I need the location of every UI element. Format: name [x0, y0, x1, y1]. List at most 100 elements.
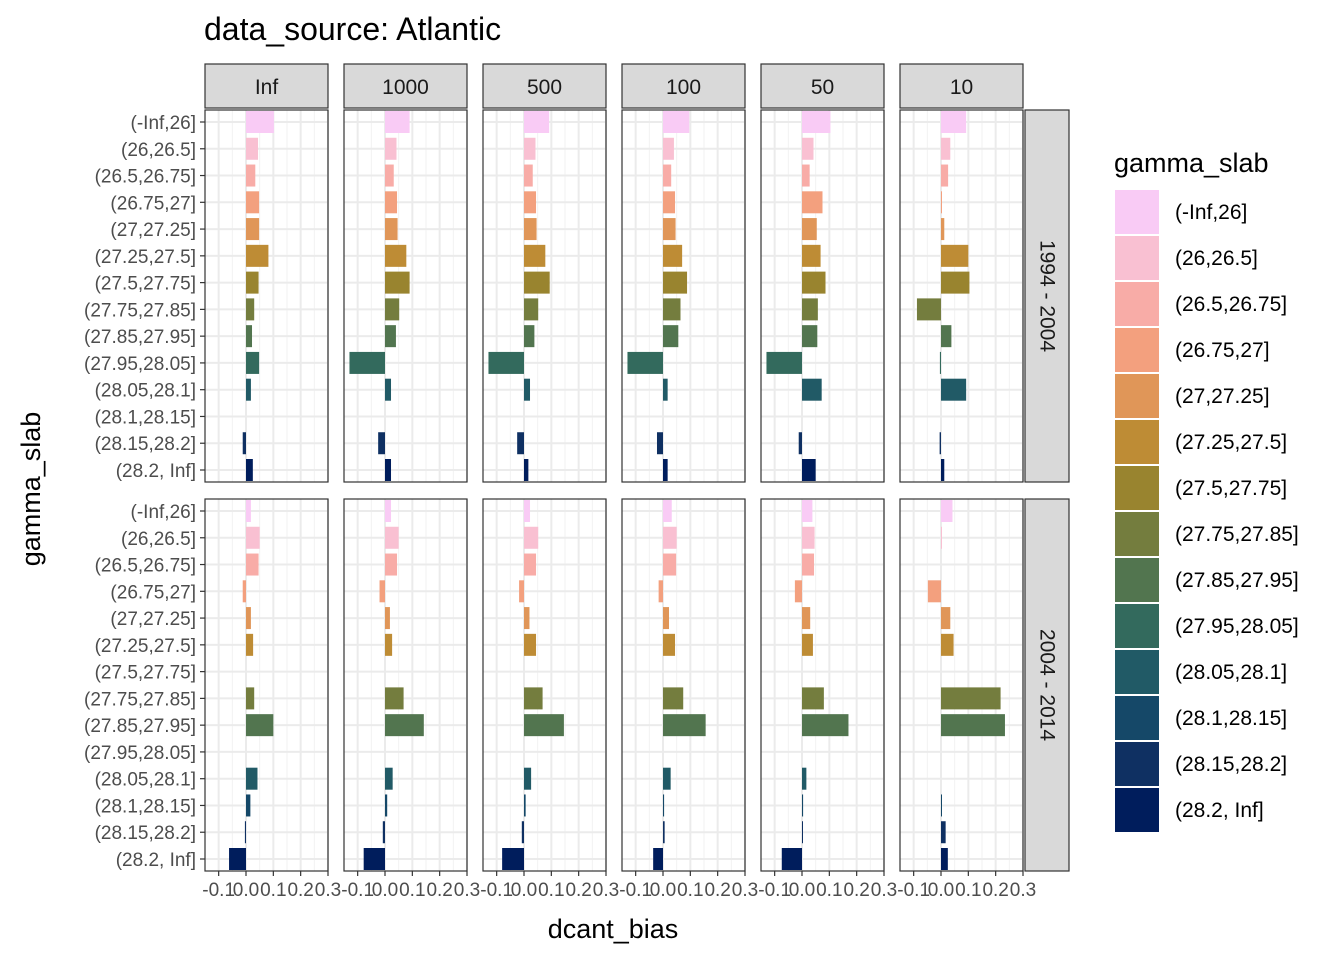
x-tick-label: -0.1 [619, 880, 652, 901]
facet-panel [482, 109, 607, 483]
y-tick-label: (27,27.25] [110, 220, 196, 241]
x-tick-label: 0.2 [426, 880, 452, 901]
x-tick-label: -0.1 [758, 880, 791, 901]
x-tick-label: 0.0 [511, 880, 537, 901]
bar [802, 553, 815, 576]
bar [524, 553, 537, 576]
bar [246, 794, 251, 817]
bar [941, 526, 942, 549]
y-tick-label: (27.95,28.05] [84, 354, 196, 375]
bar [627, 351, 663, 374]
x-tick-label: 0.0 [372, 880, 398, 901]
facet-panel [204, 498, 329, 872]
bar [385, 191, 398, 214]
bar [941, 378, 967, 401]
bar [524, 459, 529, 481]
panel-background [205, 499, 328, 871]
bar [802, 687, 824, 710]
legend-title: gamma_slab [1114, 148, 1269, 178]
facet-panel [899, 498, 1024, 872]
x-tick-label: 0.0 [233, 880, 259, 901]
column-strip-label: 500 [527, 76, 562, 99]
x-tick-label: 0.2 [982, 880, 1008, 901]
legend-swatch [1115, 742, 1159, 786]
bar [524, 767, 532, 790]
x-tick-label: 0.0 [789, 880, 815, 901]
bar [246, 351, 260, 374]
y-tick-label: (27.75,27.85] [84, 300, 196, 321]
column-strip [760, 63, 885, 109]
legend-label: (27.5,27.75] [1175, 477, 1287, 500]
bar [246, 298, 255, 321]
x-tick-label: 0.3 [1010, 880, 1036, 901]
y-tick-label: (28.1,28.15] [95, 407, 196, 428]
bar [385, 271, 410, 294]
x-tick-label: 0.0 [928, 880, 954, 901]
bar [378, 432, 385, 455]
y-tick-label: (28.2, Inf] [116, 461, 196, 482]
panel-border [760, 109, 885, 483]
panel-background [900, 499, 1023, 871]
bar [521, 821, 524, 844]
facet-panel [343, 498, 468, 872]
bar [246, 164, 256, 187]
bar [524, 218, 537, 241]
bar [385, 164, 394, 187]
bar [941, 271, 970, 294]
bar [663, 714, 706, 737]
bar [916, 298, 941, 321]
bar [363, 848, 385, 870]
bar [941, 848, 948, 870]
x-tick-label: 0.1 [816, 880, 842, 901]
y-tick-label: (28.15,28.2] [95, 434, 196, 455]
bar [941, 244, 969, 267]
facet-panel [899, 109, 1024, 483]
bar [488, 351, 524, 374]
x-tick-label: 0.2 [843, 880, 869, 901]
bar [663, 111, 690, 133]
legend-label: (28.05,28.1] [1175, 661, 1287, 684]
bar [246, 378, 251, 401]
bar [246, 526, 260, 549]
bar [941, 714, 1005, 737]
column-strip [204, 63, 329, 109]
legend-swatch [1115, 788, 1159, 832]
panel-background [900, 110, 1023, 482]
bar [802, 244, 821, 267]
bar [802, 378, 822, 401]
legend-label: (27.85,27.95] [1175, 569, 1299, 592]
bar [385, 607, 390, 630]
bar [246, 325, 253, 348]
row-strip [1024, 498, 1070, 872]
bar [246, 218, 260, 241]
x-tick-label: 0.1 [955, 880, 981, 901]
bar [663, 526, 677, 549]
bar [941, 459, 945, 481]
y-tick-label: (28.05,28.1] [95, 381, 196, 402]
x-tick-label: 0.1 [538, 880, 564, 901]
bar [246, 687, 255, 710]
column-strip [482, 63, 607, 109]
bar [939, 432, 941, 455]
bar [802, 821, 803, 844]
y-tick-label: (28.15,28.2] [95, 823, 196, 844]
bar [802, 794, 804, 817]
bar [663, 271, 688, 294]
legend-label: (27.95,28.05] [1175, 615, 1299, 638]
bar [663, 137, 674, 160]
bar [385, 244, 407, 267]
bar [524, 526, 539, 549]
bar [941, 687, 1001, 710]
bar [524, 378, 531, 401]
x-tick-label: 0.2 [287, 880, 313, 901]
x-tick-label: 0.1 [260, 880, 286, 901]
panel-background [344, 499, 467, 871]
bar [656, 432, 663, 455]
bar [663, 218, 676, 241]
bar [663, 325, 679, 348]
legend-label: (28.2, Inf] [1175, 799, 1264, 822]
bar [349, 351, 385, 374]
legend-swatch [1115, 558, 1159, 602]
bar [246, 500, 251, 522]
y-tick-label: (28.05,28.1] [95, 770, 196, 791]
